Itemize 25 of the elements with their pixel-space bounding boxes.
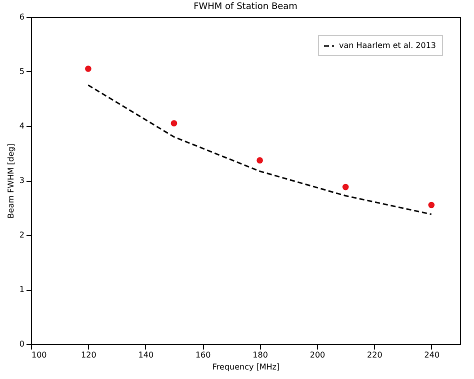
x-tick-label: 140 [138, 350, 154, 360]
line-series [87, 84, 432, 216]
x-axis-title: Frequency [MHz] [212, 362, 280, 372]
point [428, 202, 435, 208]
point [170, 120, 178, 126]
x-tick-label: 180 [252, 350, 268, 360]
x-tick-label: 240 [424, 350, 440, 360]
point [342, 184, 349, 190]
point [85, 66, 92, 72]
x-tick-label: 120 [81, 350, 96, 360]
y-tick-label: 0 [19, 340, 24, 348]
y-axis-title: Beam FWHM [deg] [6, 144, 16, 218]
y-tick-label: 1 [19, 285, 24, 294]
y-tick-label: 5 [19, 67, 24, 76]
x-tick-label: 100 [32, 350, 47, 360]
x-tick-label: 160 [195, 350, 211, 360]
point [256, 157, 263, 164]
y-tick-label: 3 [19, 176, 24, 185]
x-tick-label: 220 [367, 350, 382, 360]
y-tick-label: 4 [19, 122, 24, 130]
y-tick-label: 2 [19, 230, 24, 240]
chart-title: FWHM of Station Beam [194, 2, 298, 12]
legend-label: van Haarlem et al. 2013 [339, 41, 436, 50]
x-tick-label: 200 [310, 350, 326, 360]
y-tick-label: 6 [19, 12, 24, 22]
